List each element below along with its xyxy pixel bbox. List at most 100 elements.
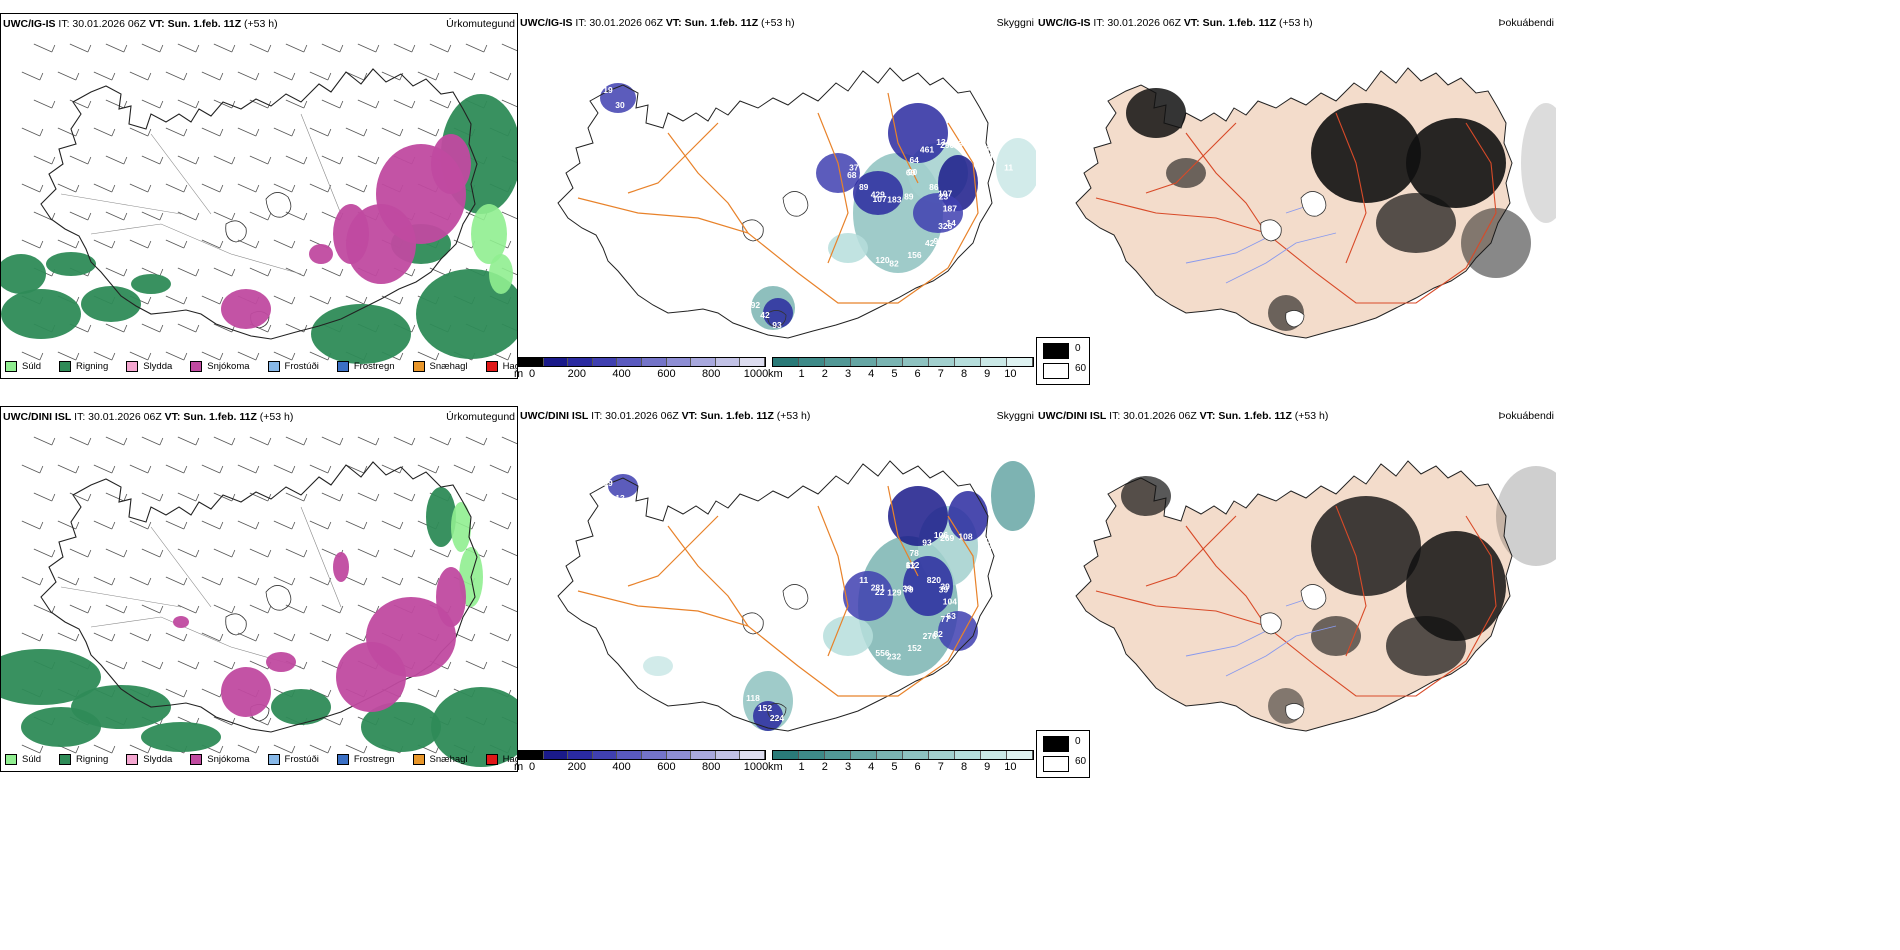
legend-item: Frostregn xyxy=(336,361,395,372)
colorbar-tick: 8 xyxy=(960,368,968,380)
panel-title-2b: UWC/DINI ISL IT: 30.01.2026 06Z VT: Sun.… xyxy=(520,410,811,422)
colorbar-tick: 6 xyxy=(914,761,921,773)
cloud-base-label: 31 xyxy=(854,511,864,521)
legend-swatch xyxy=(412,361,425,372)
colorbar-cell xyxy=(666,358,692,366)
cloud-base-label: 326 xyxy=(938,221,952,231)
legend-item: Slydda xyxy=(126,361,172,372)
fog-map-2 xyxy=(1075,460,1556,732)
legend-swatch xyxy=(267,361,280,372)
colorbar-tick: 600 xyxy=(657,761,676,773)
cloud-base-label: 19 xyxy=(603,85,613,95)
colorbar-tick: 400 xyxy=(612,368,631,380)
fog-legend-swatch xyxy=(1043,736,1069,752)
cloud-base-label: 104 xyxy=(943,596,957,606)
cloud-base-label: 94 xyxy=(981,142,991,152)
legend-swatch xyxy=(126,754,139,765)
fog-legend-label: 60 xyxy=(1075,363,1087,374)
cloud-base-label: 89 xyxy=(859,182,869,192)
legend-label: Snjókoma xyxy=(207,754,250,765)
legend-item: Súld xyxy=(5,754,41,765)
colorbar-tick: 0 xyxy=(528,368,536,380)
cloud-base-label: 156 xyxy=(907,250,921,260)
cloud-base-label: 232 xyxy=(887,651,901,661)
cloud-base-label: 39 xyxy=(902,583,912,593)
cloud-base-label: 93 xyxy=(772,320,782,330)
precip-legend: Súld Rigning Slydda Snjókoma Frostúði Frostre… xyxy=(5,361,517,372)
colorbar-cell xyxy=(519,751,544,759)
cloud-base-label: 42 xyxy=(925,238,935,248)
cloud-base-label: 63 xyxy=(946,611,956,621)
fog-legend-label: 0 xyxy=(1075,343,1081,354)
cloud-base-label: 30 xyxy=(615,100,625,110)
fog-legend-swatch xyxy=(1043,363,1069,379)
visibility-panel-1: UWC/IG-IS IT: 30.01.2026 06Z VT: Sun. 1.… xyxy=(518,13,1036,379)
cloud-base-label: 23 xyxy=(939,192,949,202)
legend-item: Snjókoma xyxy=(190,754,250,765)
colorbar-tick: 5 xyxy=(891,368,898,380)
cloud-base-label: 344 xyxy=(958,138,972,148)
colorbar-tick: 7 xyxy=(937,368,944,380)
legend-item: Haglél xyxy=(485,754,517,765)
colorbar-cell xyxy=(903,358,929,366)
colorbar-tick: 2 xyxy=(821,761,828,773)
colorbar-tick: 3 xyxy=(844,761,852,773)
legend-swatch xyxy=(485,361,498,372)
fog-heading: Þokuábendi xyxy=(1498,17,1554,29)
visibility-colorbar: km 1 2 3 4 5 6 7 8 9 10 xyxy=(768,357,1034,381)
colorbar-tick: 1 xyxy=(798,761,805,773)
legend-item: Súld xyxy=(5,361,41,372)
colorbar-cell xyxy=(592,751,618,759)
legend-label: Haglél xyxy=(502,754,517,765)
colorbar-tick: 5 xyxy=(891,761,898,773)
cloud-base-colorbar: m 0 200 400 600 800 1000 xyxy=(514,357,769,381)
colorbar-strip xyxy=(518,357,766,367)
fog-panel-1: UWC/IG-IS IT: 30.01.2026 06Z VT: Sun. 1.… xyxy=(1036,13,1556,379)
panel-title-2c: UWC/DINI ISL IT: 30.01.2026 06Z VT: Sun.… xyxy=(1038,410,1329,422)
fog-heading-2: Þokuábendi xyxy=(1498,410,1554,422)
cloud-base-label: 120 xyxy=(875,255,889,265)
precip-map-2 xyxy=(1,436,517,767)
legend-swatch xyxy=(126,361,139,372)
legend-label: Frostregn xyxy=(353,361,395,372)
cloud-base-label: 107 xyxy=(938,189,952,199)
colorbar-unit: m xyxy=(514,368,524,380)
cloud-base-label: 375 xyxy=(983,543,997,553)
colorbar-cell xyxy=(715,751,741,759)
colorbar-tick: 200 xyxy=(567,368,586,380)
cloud-base-label: 95 xyxy=(933,236,943,246)
cloud-base-label: 53 xyxy=(847,563,857,573)
colorbar-tick: 4 xyxy=(868,368,875,380)
cloud-base-label: 276 xyxy=(923,631,937,641)
legend-label: Rigning xyxy=(76,754,109,765)
colorbar-tick: 10 xyxy=(1004,368,1017,380)
cloud-base-label: 429 xyxy=(871,189,885,199)
cloud-base-label: 118 xyxy=(746,693,760,703)
cloud-base-label: 152 xyxy=(758,703,772,713)
legend-label: Snjókoma xyxy=(207,361,250,372)
cloud-base-label: 224 xyxy=(770,713,784,723)
legend-label: Súld xyxy=(22,361,42,372)
cloud-base-label: 37 xyxy=(849,162,859,172)
legend-swatch xyxy=(190,361,203,372)
colorbar-cell xyxy=(981,358,1007,366)
legend-label: Rigning xyxy=(76,361,109,372)
colorbar-cell xyxy=(1007,358,1033,366)
colorbar-unit: km xyxy=(768,761,783,773)
colorbar-cell xyxy=(592,358,618,366)
fog-legend-swatch xyxy=(1043,756,1069,772)
colorbar-tick: 200 xyxy=(567,761,586,773)
colorbar-tick: 1000 xyxy=(743,761,769,773)
cloud-base-label: 13 xyxy=(936,137,946,147)
cloud-base-label: 64 xyxy=(909,155,919,165)
cloud-base-label: 62 xyxy=(906,561,916,571)
cloud-base-label: 106 xyxy=(934,530,948,540)
colorbar-cell xyxy=(877,358,903,366)
colorbar-cell xyxy=(955,358,981,366)
cloud-base-label: 290 xyxy=(940,140,954,150)
fog-legend-label: 60 xyxy=(1075,756,1087,767)
colorbar-tick: 1000 xyxy=(743,368,769,380)
cloud-base-colorbar-2: m 0 200 400 600 800 1000 xyxy=(514,750,769,774)
legend-item: Frostregn xyxy=(336,754,395,765)
legend-label: Frostúði xyxy=(284,361,319,372)
